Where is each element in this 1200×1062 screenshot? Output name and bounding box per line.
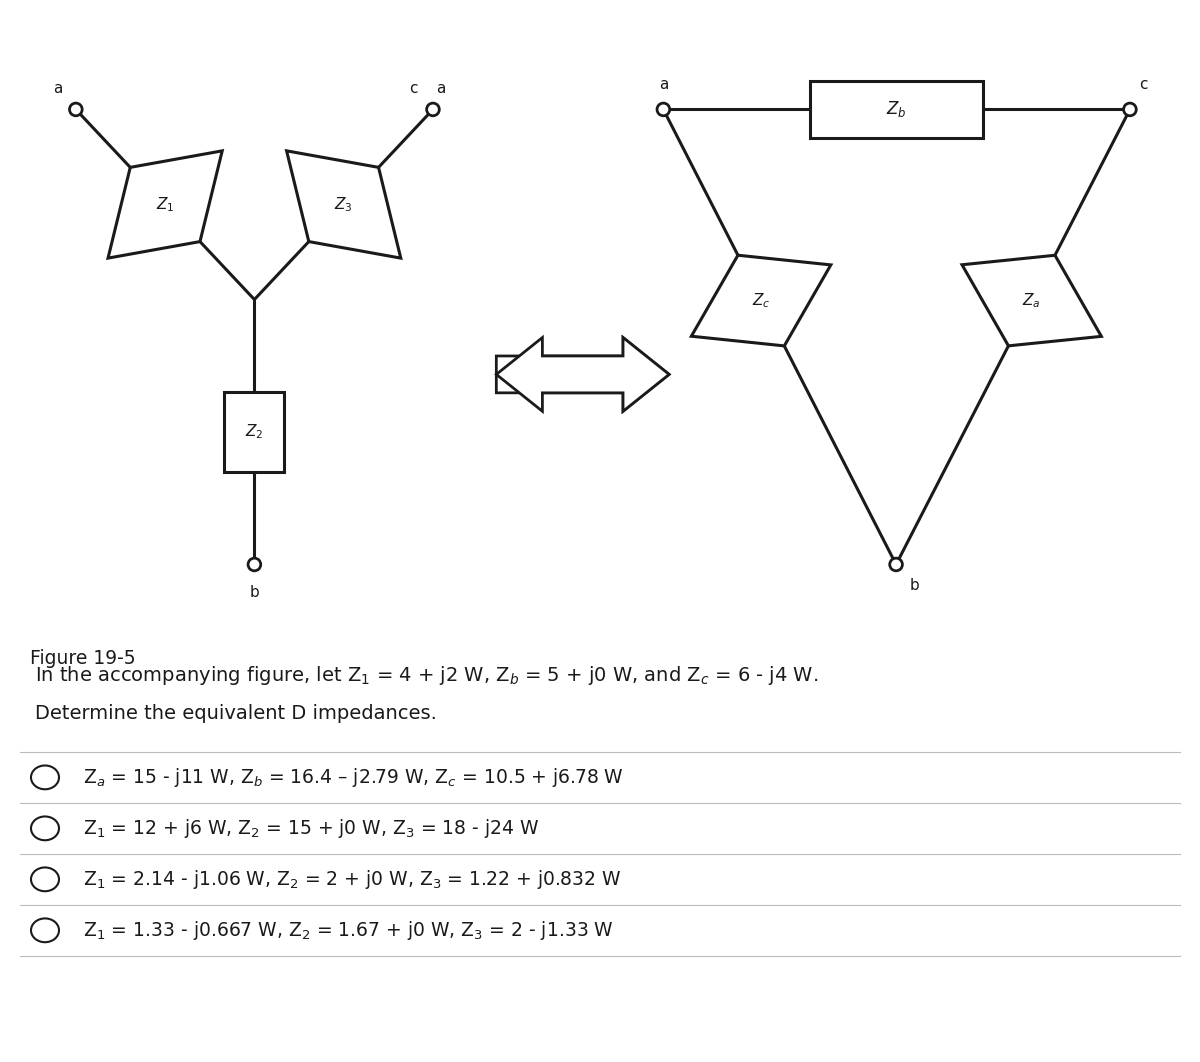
Polygon shape — [497, 338, 670, 411]
Circle shape — [658, 103, 670, 116]
Text: a: a — [659, 78, 668, 92]
Text: b: b — [910, 579, 919, 594]
Text: Determine the equivalent D impedances.: Determine the equivalent D impedances. — [35, 704, 437, 723]
Text: Figure 19-5: Figure 19-5 — [30, 649, 136, 668]
Text: $Z_1$: $Z_1$ — [156, 195, 174, 213]
Circle shape — [248, 559, 260, 570]
Text: Z$_1$ = 1.33 - j0.667 W, Z$_2$ = 1.67 + j0 W, Z$_3$ = 2 - j1.33 W: Z$_1$ = 1.33 - j0.667 W, Z$_2$ = 1.67 + … — [83, 919, 614, 942]
Text: $Z_2$: $Z_2$ — [245, 423, 264, 442]
Circle shape — [889, 559, 902, 570]
Bar — [810, 81, 983, 138]
Polygon shape — [108, 151, 222, 258]
Text: a: a — [437, 81, 445, 96]
Polygon shape — [497, 338, 670, 411]
Circle shape — [427, 103, 439, 116]
Text: c: c — [1139, 78, 1147, 92]
Text: b: b — [250, 585, 259, 600]
Bar — [224, 392, 284, 473]
Text: $Z_c$: $Z_c$ — [752, 291, 770, 310]
Text: Z$_a$ = 15 - j11 W, Z$_b$ = 16.4 – j2.79 W, Z$_c$ = 10.5 + j6.78 W: Z$_a$ = 15 - j11 W, Z$_b$ = 16.4 – j2.79… — [83, 766, 624, 789]
Circle shape — [70, 103, 82, 116]
Polygon shape — [287, 151, 401, 258]
Text: Z$_1$ = 2.14 - j1.06 W, Z$_2$ = 2 + j0 W, Z$_3$ = 1.22 + j0.832 W: Z$_1$ = 2.14 - j1.06 W, Z$_2$ = 2 + j0 W… — [83, 868, 622, 891]
Text: Z$_1$ = 12 + j6 W, Z$_2$ = 15 + j0 W, Z$_3$ = 18 - j24 W: Z$_1$ = 12 + j6 W, Z$_2$ = 15 + j0 W, Z$… — [83, 817, 539, 840]
Text: a: a — [53, 81, 62, 96]
Text: $Z_3$: $Z_3$ — [335, 195, 353, 213]
Text: $Z_a$: $Z_a$ — [1022, 291, 1042, 310]
Circle shape — [1123, 103, 1136, 116]
Text: c: c — [409, 81, 418, 96]
Text: In the accompanying figure, let Z$_1$ = 4 + j2 W, Z$_b$ = 5 + j0 W, and Z$_c$ = : In the accompanying figure, let Z$_1$ = … — [35, 664, 818, 687]
Polygon shape — [962, 255, 1102, 346]
Polygon shape — [691, 255, 830, 346]
Text: $Z_b$: $Z_b$ — [887, 100, 907, 119]
